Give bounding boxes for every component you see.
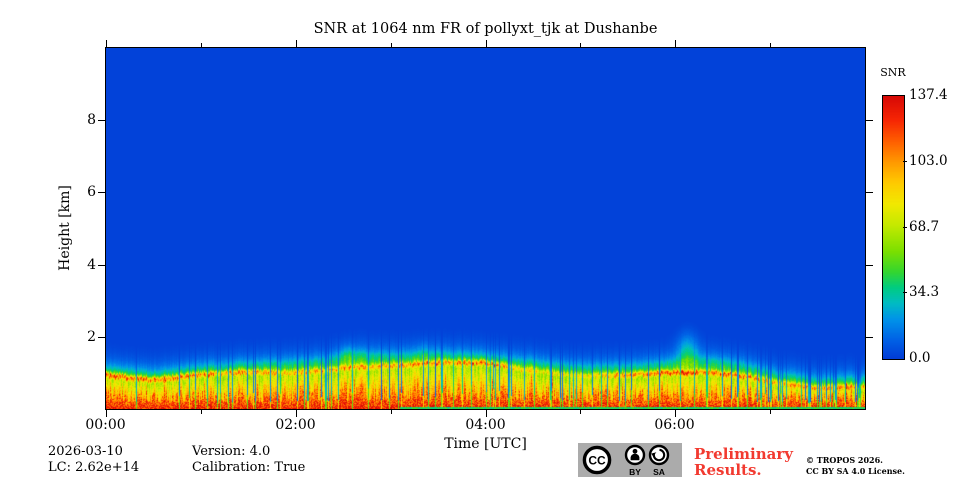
chart-title: SNR at 1064 nm FR of pollyxt_tjk at Dush… (313, 21, 658, 37)
y-axis-major-tick-right (866, 191, 873, 193)
x-axis-tick-label: 02:00 (275, 417, 316, 433)
x-axis-major-tick-top (674, 40, 676, 47)
colorbar-tick-label: 0.0 (909, 350, 931, 366)
colorbar-gradient (883, 96, 904, 359)
y-axis-tick-label: 4 (87, 256, 96, 273)
x-axis-label: Time [UTC] (444, 436, 527, 452)
copyright-line-1: © TROPOS 2026. (806, 455, 883, 465)
x-axis-tick-label: 00:00 (85, 417, 126, 433)
x-axis-major-tick (485, 410, 487, 417)
x-axis-minor-tick-top (390, 43, 392, 47)
x-axis-minor-tick (579, 410, 581, 414)
calibration-annotation: Calibration: True (192, 460, 306, 475)
x-axis-major-tick-top (295, 40, 297, 47)
colorbar-tick (903, 226, 907, 228)
by-person-body (630, 453, 640, 461)
preliminary-line-1: Preliminary (694, 445, 793, 463)
x-axis-tick-label: 04:00 (465, 417, 506, 433)
snr-heatmap-canvas (106, 48, 865, 409)
y-axis-major-tick-right (866, 119, 873, 121)
x-axis-major-tick (674, 410, 676, 417)
sa-arrow-icon (648, 444, 670, 466)
preliminary-results-note: Preliminary Results. (694, 446, 793, 478)
by-person-head (632, 448, 638, 454)
x-axis-minor-tick-top (200, 43, 202, 47)
cc-circle-icon (582, 445, 612, 475)
x-axis-minor-tick (390, 410, 392, 414)
y-axis-tick-label: 6 (87, 183, 96, 200)
colorbar-tick-label: 137.4 (909, 87, 948, 103)
sa-label: SA (653, 467, 665, 477)
copyright-note: © TROPOS 2026. CC BY SA 4.0 License. (806, 455, 905, 477)
colorbar-tick-label: 68.7 (909, 219, 940, 235)
x-axis-minor-tick (769, 410, 771, 414)
y-axis-major-tick (98, 119, 105, 121)
version-annotation: Version: 4.0 (192, 444, 271, 459)
x-axis-major-tick-top (485, 40, 487, 47)
lidar-constant-annotation: LC: 2.62e+14 (48, 460, 140, 475)
date-annotation: 2026-03-10 (48, 444, 123, 459)
sa-arrow-arc (652, 448, 666, 462)
cc-license-badge: CC BY SA (578, 443, 682, 477)
copyright-line-2: CC BY SA 4.0 License. (806, 466, 905, 476)
x-axis-minor-tick (200, 410, 202, 414)
x-axis-major-tick (105, 410, 107, 417)
y-axis-major-tick-right (866, 264, 873, 266)
y-axis-tick-label: 2 (87, 328, 96, 345)
colorbar-title: SNR (880, 66, 906, 79)
colorbar-tick (903, 160, 907, 162)
colorbar-tick (903, 291, 907, 293)
x-axis-minor-tick-top (579, 43, 581, 47)
cc-circle-label: CC (588, 454, 606, 468)
plot-area (105, 47, 866, 410)
y-axis-major-tick (98, 191, 105, 193)
x-axis-major-tick (295, 410, 297, 417)
preliminary-line-2: Results. (694, 461, 762, 479)
x-axis-minor-tick-top (769, 43, 771, 47)
y-axis-major-tick-right (866, 336, 873, 338)
sa-arrow-head (651, 452, 657, 457)
x-axis-major-tick-top (105, 40, 107, 47)
colorbar-tick-label: 34.3 (909, 284, 940, 300)
by-label: BY (629, 467, 641, 477)
colorbar (882, 95, 905, 360)
y-axis-major-tick (98, 264, 105, 266)
y-axis-tick-label: 8 (87, 111, 96, 128)
x-axis-tick-label: 06:00 (654, 417, 695, 433)
y-axis-major-tick (98, 336, 105, 338)
colorbar-tick-label: 103.0 (909, 153, 948, 169)
